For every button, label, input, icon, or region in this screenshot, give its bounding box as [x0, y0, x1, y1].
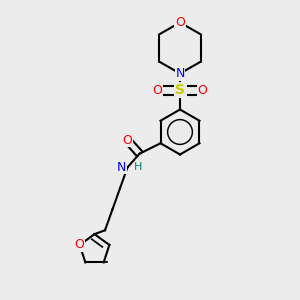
Text: S: S: [175, 83, 185, 97]
Text: O: O: [175, 16, 185, 29]
Text: N: N: [117, 161, 126, 174]
Text: H: H: [134, 162, 142, 172]
Text: O: O: [123, 134, 133, 147]
Text: O: O: [198, 83, 207, 97]
Text: O: O: [153, 83, 162, 97]
Text: O: O: [75, 238, 85, 251]
Text: N: N: [175, 67, 185, 80]
